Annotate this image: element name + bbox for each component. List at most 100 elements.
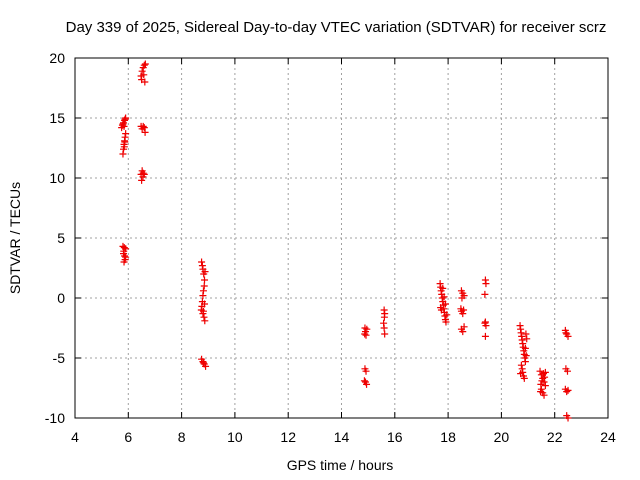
data-point (139, 173, 147, 181)
data-point (563, 367, 571, 375)
x-tick-label: 6 (124, 429, 132, 445)
grid (75, 58, 608, 418)
data-point (441, 300, 449, 308)
data-point (121, 115, 129, 123)
data-point (198, 258, 206, 266)
data-point (458, 294, 466, 302)
data-point (380, 313, 388, 321)
y-tick-label: 20 (49, 50, 65, 66)
y-axis-tick-labels: -10 -5 0 5 10 15 20 (45, 50, 65, 426)
data-point (482, 280, 490, 288)
data-point (141, 60, 149, 68)
data-point (202, 362, 210, 370)
data-point (459, 328, 467, 336)
data-point (481, 319, 489, 327)
y-axis-label: SDTVAR / TECUs (7, 182, 23, 294)
data-point (140, 71, 148, 79)
data-point (140, 124, 148, 132)
y-tick-label: 0 (57, 290, 65, 306)
data-point (200, 282, 208, 290)
data-point (540, 391, 548, 399)
x-tick-label: 10 (227, 429, 243, 445)
data-point (564, 332, 572, 340)
data-point (537, 380, 545, 388)
data-point (437, 304, 445, 312)
data-point (541, 373, 549, 381)
data-point (440, 293, 448, 301)
data-point (121, 138, 129, 146)
data-point (439, 284, 447, 292)
data-point (523, 335, 531, 343)
y-tick-label: -5 (53, 350, 66, 366)
data-point (201, 268, 209, 276)
data-point (521, 358, 529, 366)
data-point (522, 330, 530, 338)
data-point (141, 78, 149, 86)
y-tick-label: -10 (45, 410, 65, 426)
data-point (201, 300, 209, 308)
data-point (537, 388, 545, 396)
data-point (563, 388, 571, 396)
data-point (363, 325, 371, 333)
y-tick-label: 10 (49, 170, 65, 186)
data-point (120, 122, 128, 130)
x-axis-tick-labels: 4 6 8 10 12 14 16 18 20 22 24 (71, 429, 616, 445)
data-point (120, 258, 128, 266)
data-point (517, 361, 525, 369)
data-point (443, 311, 451, 319)
data-point (517, 370, 525, 378)
x-tick-label: 12 (280, 429, 296, 445)
data-point (200, 313, 208, 321)
y-tick-label: 15 (49, 110, 65, 126)
axis-ticks (74, 57, 609, 419)
x-tick-label: 14 (334, 429, 350, 445)
x-tick-label: 18 (440, 429, 456, 445)
data-point (120, 250, 128, 258)
data-point (122, 253, 130, 261)
data-point (362, 331, 370, 339)
data-point (199, 359, 207, 367)
data-point (138, 67, 146, 75)
x-tick-label: 16 (387, 429, 403, 445)
data-point (360, 377, 368, 385)
data-point (380, 324, 388, 332)
x-tick-label: 4 (71, 429, 79, 445)
x-tick-label: 24 (600, 429, 616, 445)
data-points (118, 60, 572, 422)
data-point (459, 310, 467, 318)
data-point (201, 276, 209, 284)
data-point (122, 130, 130, 138)
data-point (362, 367, 370, 375)
data-point (140, 61, 148, 69)
data-point (481, 332, 489, 340)
data-point (139, 122, 147, 130)
data-point (564, 386, 572, 394)
data-point (522, 352, 530, 360)
x-tick-label: 22 (547, 429, 563, 445)
data-point (361, 330, 369, 338)
data-point (481, 290, 489, 298)
data-point (141, 128, 149, 136)
data-point (541, 368, 549, 376)
data-point (564, 414, 572, 422)
data-point (201, 317, 209, 325)
data-point (520, 374, 528, 382)
data-point (460, 323, 468, 331)
chart-title: Day 339 of 2025, Sidereal Day-to-day VTE… (66, 19, 607, 36)
data-point (199, 307, 207, 315)
data-point (138, 176, 146, 184)
data-point (562, 329, 570, 337)
data-point (538, 377, 546, 385)
data-point (199, 292, 207, 300)
data-point (381, 330, 389, 338)
x-axis-label: GPS time / hours (287, 457, 394, 473)
data-point (442, 318, 450, 326)
x-tick-label: 20 (494, 429, 510, 445)
data-point (363, 380, 371, 388)
data-point (541, 382, 549, 390)
data-point (460, 306, 468, 314)
y-tick-label: 5 (57, 230, 65, 246)
x-tick-label: 8 (178, 429, 186, 445)
data-point (521, 344, 529, 352)
